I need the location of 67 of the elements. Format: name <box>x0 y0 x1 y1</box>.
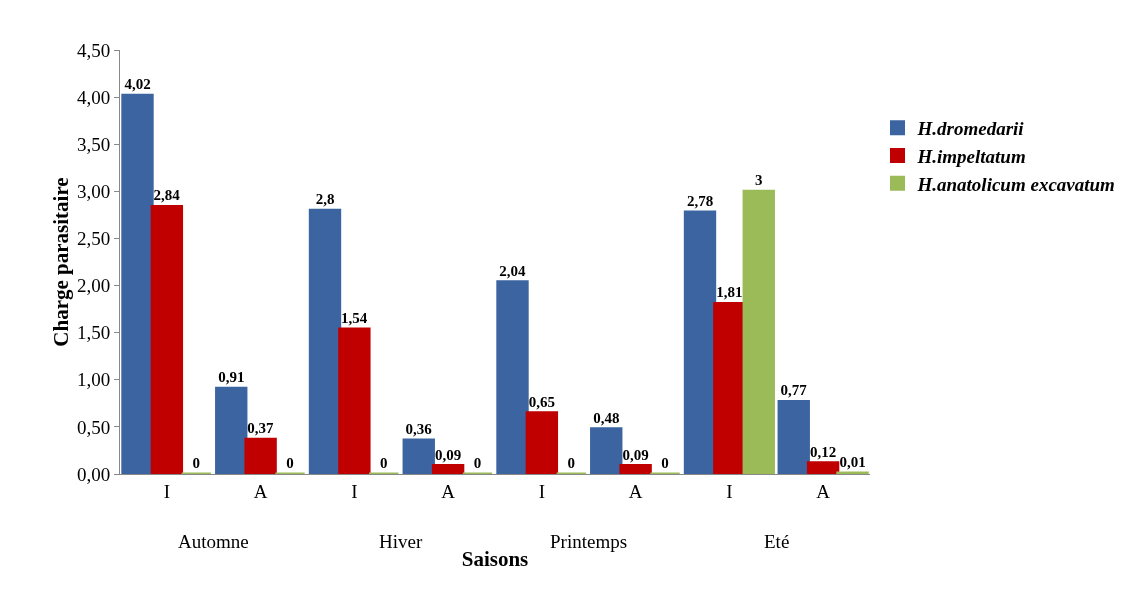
data-label: 2,78 <box>686 193 714 210</box>
y-tick-label: 4,00 <box>76 86 111 108</box>
legend-label: H.impeltatum <box>916 145 1026 167</box>
data-label: 0,48 <box>593 409 620 426</box>
text: Hiver <box>379 531 423 552</box>
data-label: 0 <box>661 455 669 471</box>
bar <box>308 208 342 474</box>
data-label: 1,81 <box>716 284 743 301</box>
y-axis-title: Charge parasitaire <box>49 177 73 347</box>
text: Automne <box>178 531 249 552</box>
bar <box>496 280 529 474</box>
data-label: 2,04 <box>499 262 526 279</box>
data-label: 0,91 <box>218 369 245 386</box>
y-tick-label: 1,50 <box>76 322 111 344</box>
bar <box>215 386 248 474</box>
bar <box>713 301 746 474</box>
y-tick-label: 3,00 <box>76 180 111 202</box>
data-label: 0 <box>567 455 575 471</box>
data-label: 2,8 <box>315 191 335 208</box>
text: Eté <box>764 531 790 552</box>
data-label: 0,77 <box>780 382 808 399</box>
x-tick-label: A <box>816 480 831 502</box>
bar <box>806 461 840 474</box>
data-label: 0,65 <box>528 393 555 410</box>
data-label: 0,01 <box>839 454 866 471</box>
data-label: 0 <box>286 455 294 471</box>
bar <box>402 438 435 474</box>
data-label: 2,84 <box>153 187 181 204</box>
y-tick-label: 2,00 <box>76 275 111 297</box>
text: Printemps <box>550 531 628 552</box>
x-tick-label: I <box>351 480 358 502</box>
x-tick-label: I <box>726 480 733 502</box>
y-tick-label: 0,50 <box>76 416 111 438</box>
x-axis-title: Saisons <box>461 547 529 571</box>
bar <box>619 464 652 474</box>
data-label: 0,37 <box>247 420 274 437</box>
bar <box>431 464 465 474</box>
x-tick-label: A <box>441 480 456 502</box>
bar <box>338 327 371 474</box>
x-tick-label: A <box>628 480 643 502</box>
data-label: 1,54 <box>341 309 368 326</box>
data-label: 0 <box>473 455 482 471</box>
data-label: 0 <box>380 455 388 471</box>
bar <box>121 93 154 474</box>
data-label: 0,09 <box>622 446 649 463</box>
x-tick-label: I <box>163 480 171 502</box>
data-label: 0,36 <box>405 421 433 438</box>
bar <box>150 204 184 474</box>
x-tick-label: I <box>538 480 546 502</box>
bar <box>244 437 277 474</box>
bar <box>525 411 559 474</box>
legend-label: H.dromedarii <box>916 118 1025 140</box>
bar <box>777 399 810 474</box>
data-label: 0,09 <box>435 446 462 463</box>
y-tick-label: 2,50 <box>76 228 111 250</box>
legend-label: H.anatolicum excavatum <box>916 173 1115 195</box>
y-tick-label: 3,50 <box>76 133 111 155</box>
bar <box>590 427 623 474</box>
y-tick-label: 0,00 <box>76 463 111 485</box>
data-label: 3 <box>755 172 763 189</box>
y-tick-label: 4,50 <box>76 39 111 61</box>
data-label: 4,02 <box>124 76 151 93</box>
data-label: 0 <box>192 455 200 471</box>
y-tick-label: 1,00 <box>76 369 111 391</box>
x-tick-label: A <box>253 480 268 502</box>
data-label: 0,12 <box>810 443 837 460</box>
bar <box>683 210 717 474</box>
